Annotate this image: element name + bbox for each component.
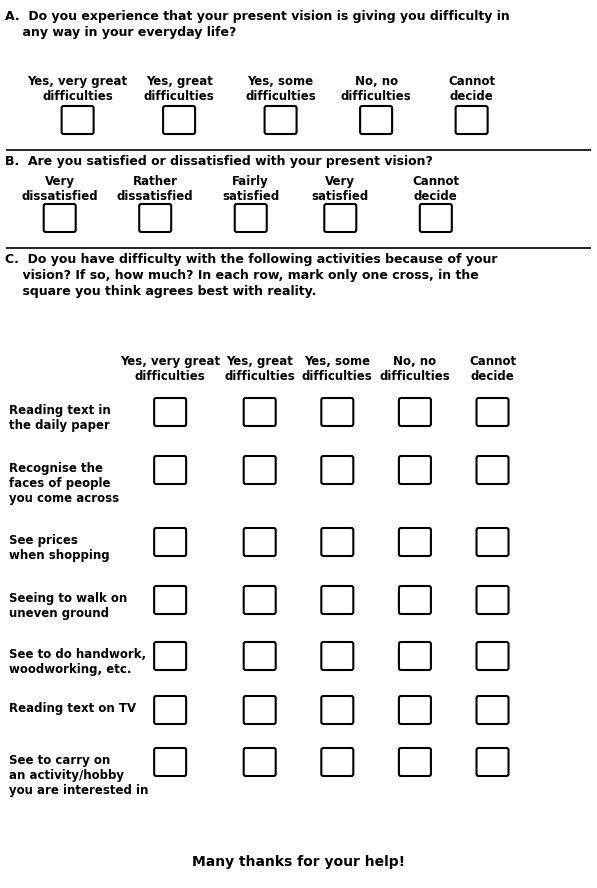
Text: Many thanks for your help!: Many thanks for your help! [192,855,405,869]
FancyBboxPatch shape [154,748,186,776]
FancyBboxPatch shape [154,696,186,724]
FancyBboxPatch shape [244,748,276,776]
Text: Recognise the
faces of people
you come across: Recognise the faces of people you come a… [9,462,119,505]
Text: Yes, some
difficulties: Yes, some difficulties [245,75,316,103]
FancyBboxPatch shape [321,748,353,776]
Text: Very
dissatisfied: Very dissatisfied [21,175,98,203]
Text: See to do handwork,
woodworking, etc.: See to do handwork, woodworking, etc. [9,648,146,676]
FancyBboxPatch shape [264,106,297,134]
FancyBboxPatch shape [154,456,186,484]
Text: any way in your everyday life?: any way in your everyday life? [5,26,236,39]
FancyBboxPatch shape [399,642,431,670]
Text: See to carry on
an activity/hobby
you are interested in: See to carry on an activity/hobby you ar… [9,754,148,797]
FancyBboxPatch shape [399,456,431,484]
Text: vision? If so, how much? In each row, mark only one cross, in the: vision? If so, how much? In each row, ma… [5,269,479,282]
FancyBboxPatch shape [476,642,509,670]
Text: Yes, very great
difficulties: Yes, very great difficulties [27,75,128,103]
FancyBboxPatch shape [235,204,267,232]
FancyBboxPatch shape [399,586,431,614]
Text: Yes, some
difficulties: Yes, some difficulties [302,355,373,383]
FancyBboxPatch shape [476,696,509,724]
FancyBboxPatch shape [154,398,186,426]
FancyBboxPatch shape [244,456,276,484]
FancyBboxPatch shape [420,204,452,232]
FancyBboxPatch shape [476,456,509,484]
Text: square you think agrees best with reality.: square you think agrees best with realit… [5,285,316,298]
FancyBboxPatch shape [61,106,94,134]
Text: Fairly
satisfied: Fairly satisfied [222,175,279,203]
FancyBboxPatch shape [476,528,509,556]
FancyBboxPatch shape [321,456,353,484]
FancyBboxPatch shape [476,586,509,614]
Text: See prices
when shopping: See prices when shopping [9,534,110,562]
FancyBboxPatch shape [399,696,431,724]
FancyBboxPatch shape [324,204,356,232]
Text: Yes, great
difficulties: Yes, great difficulties [224,355,295,383]
Text: Rather
dissatisfied: Rather dissatisfied [117,175,193,203]
FancyBboxPatch shape [476,748,509,776]
Text: Yes, very great
difficulties: Yes, very great difficulties [120,355,220,383]
Text: B.  Are you satisfied or dissatisfied with your present vision?: B. Are you satisfied or dissatisfied wit… [5,155,433,168]
FancyBboxPatch shape [139,204,171,232]
FancyBboxPatch shape [154,528,186,556]
FancyBboxPatch shape [456,106,488,134]
Text: Seeing to walk on
uneven ground: Seeing to walk on uneven ground [9,592,127,620]
Text: C.  Do you have difficulty with the following activities because of your: C. Do you have difficulty with the follo… [5,253,497,266]
FancyBboxPatch shape [244,642,276,670]
FancyBboxPatch shape [321,642,353,670]
Text: Reading text in
the daily paper: Reading text in the daily paper [9,404,110,432]
FancyBboxPatch shape [321,586,353,614]
FancyBboxPatch shape [154,586,186,614]
FancyBboxPatch shape [321,696,353,724]
Text: Reading text on TV: Reading text on TV [9,702,136,715]
Text: Very
satisfied: Very satisfied [312,175,369,203]
Text: Yes, great
difficulties: Yes, great difficulties [144,75,214,103]
FancyBboxPatch shape [163,106,195,134]
FancyBboxPatch shape [244,528,276,556]
Text: No, no
difficulties: No, no difficulties [341,75,411,103]
FancyBboxPatch shape [399,398,431,426]
FancyBboxPatch shape [244,696,276,724]
FancyBboxPatch shape [399,748,431,776]
Text: Cannot
decide: Cannot decide [469,355,516,383]
Text: No, no
difficulties: No, no difficulties [380,355,450,383]
FancyBboxPatch shape [476,398,509,426]
FancyBboxPatch shape [360,106,392,134]
FancyBboxPatch shape [244,398,276,426]
FancyBboxPatch shape [399,528,431,556]
FancyBboxPatch shape [321,528,353,556]
FancyBboxPatch shape [244,586,276,614]
FancyBboxPatch shape [154,642,186,670]
FancyBboxPatch shape [44,204,76,232]
Text: A.  Do you experience that your present vision is giving you difficulty in: A. Do you experience that your present v… [5,10,510,23]
Text: Cannot
decide: Cannot decide [413,175,459,203]
Text: Cannot
decide: Cannot decide [448,75,495,103]
FancyBboxPatch shape [321,398,353,426]
